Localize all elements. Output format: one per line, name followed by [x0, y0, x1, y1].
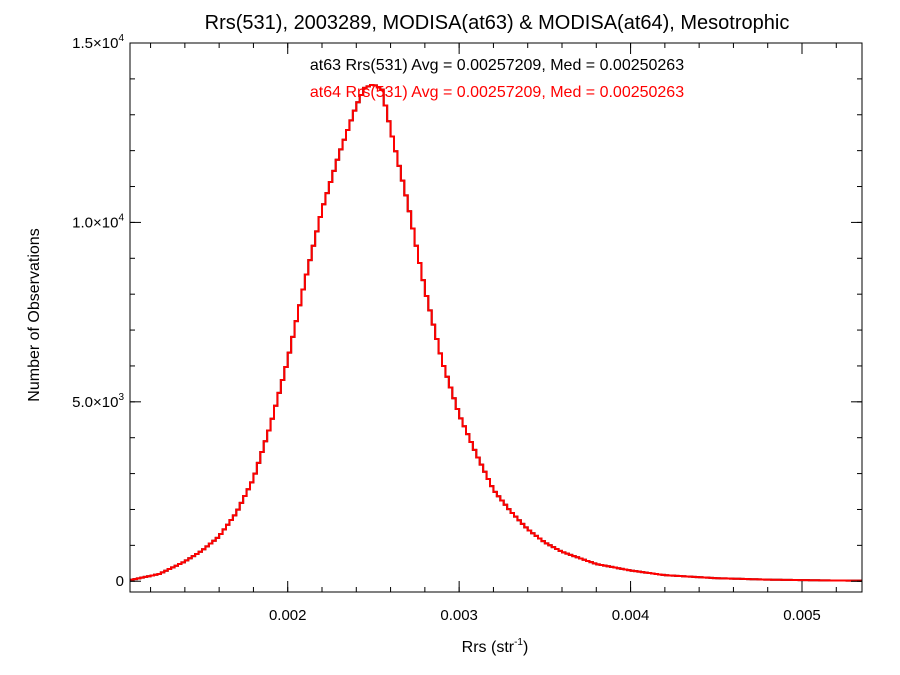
y-tick-label-exponent: 4 — [118, 212, 124, 223]
x-tick-label: 0.004 — [612, 607, 650, 624]
x-tick-label: 0.003 — [440, 607, 478, 624]
y-tick-label: 0 — [116, 573, 124, 590]
chart-title: Rrs(531), 2003289, MODISA(at63) & MODISA… — [205, 12, 790, 34]
y-axis-label-text: Number of Observations — [26, 228, 43, 401]
x-tick-label: 0.005 — [783, 607, 821, 624]
y-tick-label-exponent: 4 — [118, 33, 124, 44]
x-tick-label: 0.002 — [269, 607, 307, 624]
y-tick-label-mantissa: 1.5×10 — [72, 35, 118, 52]
plot-frame — [129, 42, 863, 593]
y-tick-label: 1.5×104 — [72, 33, 124, 52]
y-tick-label-mantissa: 5.0×10 — [72, 394, 118, 411]
y-tick-label: 1.0×104 — [72, 212, 124, 231]
x-axis-label-tail: ) — [523, 639, 528, 656]
plot-area: 0.002 0.003 0.004 0.00505.0×1031.0×1041.5×1… — [72, 33, 863, 624]
y-tick-label-exponent: 3 — [118, 392, 124, 403]
annotation-1: at63 Rrs(531) Avg = 0.00257209, Med = 0.… — [310, 57, 684, 74]
histogram-series-2 — [130, 83, 862, 582]
y-axis-label: Number of Observations — [26, 228, 43, 401]
annotation-2: at64 Rrs(531) Avg = 0.00257209, Med = 0.… — [310, 84, 684, 101]
y-tick-label: 5.0×103 — [72, 392, 124, 411]
y-tick-label-mantissa: 0 — [116, 573, 124, 590]
x-axis-label: Rrs (str-1) — [462, 637, 529, 656]
x-axis-label-superscript: -1 — [514, 637, 523, 648]
x-axis-label-base: Rrs (str — [462, 639, 515, 656]
y-tick-label-mantissa: 1.0×10 — [72, 214, 118, 231]
